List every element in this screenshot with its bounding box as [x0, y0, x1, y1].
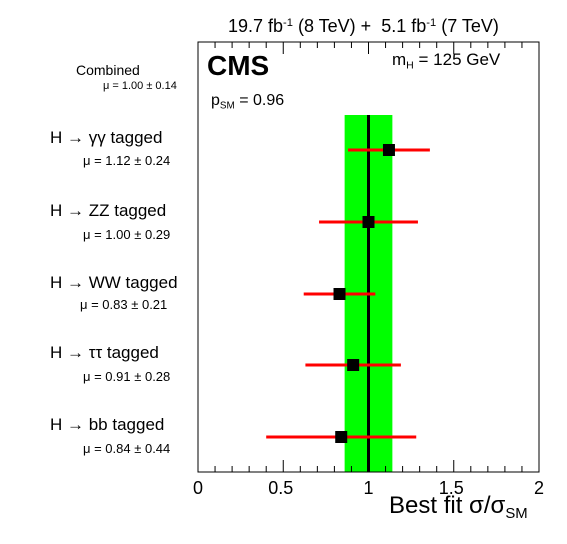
channel-label-tautau: H → ττ tagged: [50, 343, 159, 362]
x-tick-label: 0.5: [268, 478, 294, 498]
channel-mu-bb: μ = 0.84 ± 0.44: [83, 441, 171, 456]
channel-mu-zz: μ = 1.00 ± 0.29: [83, 227, 171, 242]
data-point-1: [362, 216, 375, 228]
channel-label-bb: H → bb tagged: [50, 415, 165, 434]
experiment-label: CMS: [207, 50, 270, 81]
data-point-4: [335, 431, 348, 443]
x-tick-label: 0: [193, 478, 204, 498]
channel-label-gammagamma: H → γγ tagged: [50, 128, 163, 147]
channel-label-ww: H → WW tagged: [50, 273, 178, 292]
x-tick-label: 2: [534, 478, 545, 498]
channel-mu-tautau: μ = 0.91 ± 0.28: [83, 369, 171, 384]
higgs-mass-label: mH = 125 GeV: [392, 50, 501, 72]
data-point-3: [347, 359, 360, 371]
data-point-0: [382, 144, 395, 156]
x-axis-title: Best fit σ/σSM: [389, 492, 528, 523]
x-tick-label: 1.5: [438, 478, 464, 498]
data-point-2: [333, 288, 346, 300]
p-value-label: pSM = 0.96: [211, 92, 285, 112]
luminosity-header: 19.7 fb-1 (8 TeV) + 5.1 fb-1 (7 TeV): [228, 16, 499, 36]
x-tick-label: 1: [363, 478, 374, 498]
channel-mu-ww: μ = 0.83 ± 0.21: [80, 297, 168, 312]
combined-mu-label: μ = 1.00 ± 0.14: [103, 80, 177, 92]
channel-label-zz: H → ZZ tagged: [50, 201, 167, 220]
combined-label: Combined: [76, 62, 140, 78]
channel-mu-gammagamma: μ = 1.12 ± 0.24: [83, 153, 171, 168]
